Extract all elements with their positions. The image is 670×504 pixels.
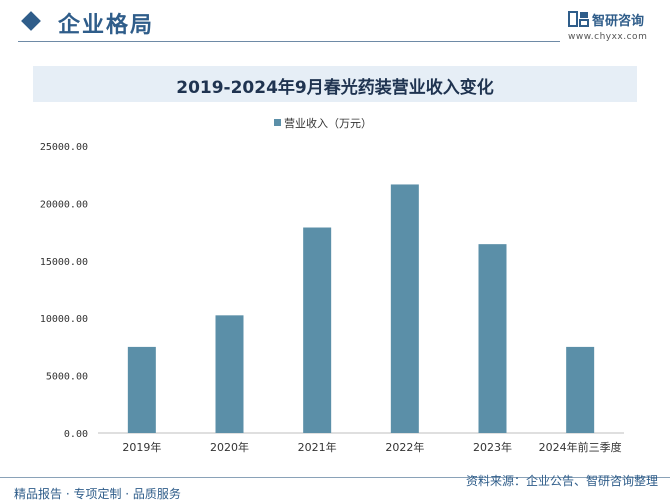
y-tick-label: 5000.00 — [46, 372, 88, 383]
header-divider — [18, 41, 560, 42]
bar — [215, 315, 244, 433]
x-tick-label: 2019年 — [122, 440, 161, 454]
section-title: 企业格局 — [58, 13, 155, 38]
bar-chart: 0.00 5000.00 10000.00 15000.00 20000.00 25000… — [40, 142, 624, 454]
y-tick-label: 20000.00 — [40, 199, 88, 210]
chart-title-band: 2019-2024年9月春光药装营业收入变化 — [33, 66, 637, 102]
x-tick-label: 2021年 — [298, 440, 337, 454]
x-tick-label: 2022年 — [385, 440, 424, 454]
bar — [566, 346, 595, 433]
bar — [478, 244, 507, 433]
y-tick-label: 15000.00 — [40, 257, 88, 268]
y-tick-label: 25000.00 — [40, 142, 88, 153]
y-tick-label: 10000.00 — [40, 314, 88, 325]
footer-source: 资料来源：企业公告、智研咨询整理 — [465, 474, 658, 488]
brand-logo-icon — [568, 11, 589, 27]
x-tick-label: 2024年前三季度 — [539, 440, 622, 454]
logo-name: 智研咨询 — [592, 14, 645, 29]
bar — [303, 227, 332, 433]
logo-url: www.chyxx.com — [568, 32, 648, 42]
bar — [127, 346, 156, 433]
legend-swatch — [274, 119, 281, 126]
footer-divider — [0, 477, 670, 478]
bar — [390, 184, 419, 433]
legend-label: 营业收入（万元） — [284, 117, 372, 130]
y-tick-label: 0.00 — [64, 429, 88, 440]
chart-title: 2019-2024年9月春光药装营业收入变化 — [176, 78, 494, 98]
x-tick-label: 2023年 — [473, 440, 512, 454]
footer-slogan: 精品报告 · 专项定制 · 品质服务 — [14, 487, 181, 501]
logo: 智研咨询 www.chyxx.com — [568, 8, 668, 44]
header: 企业格局 智研咨询 www.chyxx.com — [0, 0, 670, 46]
x-tick-label: 2020年 — [210, 440, 249, 454]
